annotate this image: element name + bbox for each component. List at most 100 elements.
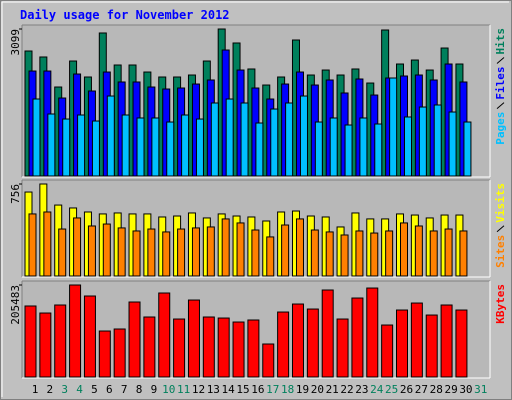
- bar: [389, 77, 398, 177]
- bar: [459, 230, 468, 277]
- bar: [121, 114, 130, 177]
- bar: [217, 317, 230, 378]
- bar: [128, 301, 141, 378]
- bar: [102, 223, 111, 277]
- bar: [47, 113, 56, 177]
- legend-separator: [496, 57, 505, 64]
- bar: [281, 224, 290, 277]
- bar: [329, 117, 338, 177]
- bar: [429, 230, 438, 277]
- x-tick-label: 16: [251, 383, 264, 396]
- bar: [98, 330, 111, 378]
- bar: [366, 287, 379, 378]
- bar: [158, 292, 171, 378]
- bar: [418, 106, 427, 177]
- bar: [425, 314, 438, 378]
- bar: [240, 102, 249, 177]
- bar: [251, 229, 260, 277]
- bar: [295, 218, 304, 277]
- x-tick-label: 10: [162, 383, 175, 396]
- bar: [385, 230, 394, 277]
- bar: [325, 231, 334, 277]
- legend-label: Files: [494, 67, 507, 100]
- bar: [113, 328, 126, 378]
- bar: [247, 319, 260, 378]
- bar: [351, 297, 364, 378]
- bar: [143, 316, 156, 378]
- bar: [433, 104, 442, 177]
- bar: [381, 324, 394, 378]
- x-tick-label: 7: [121, 383, 128, 396]
- x-tick-label: 24: [370, 383, 384, 396]
- bar: [91, 120, 100, 177]
- x-tick-label: 1: [32, 383, 39, 396]
- bar: [463, 121, 472, 177]
- bar: [306, 308, 319, 378]
- bar: [181, 114, 190, 177]
- legend-label: Visits: [494, 183, 507, 223]
- legend-label: KBytes: [494, 284, 507, 324]
- bar: [83, 295, 96, 378]
- bar: [73, 217, 82, 277]
- bar: [396, 309, 408, 378]
- x-tick-label: 18: [281, 383, 294, 396]
- bar: [291, 303, 304, 378]
- legend-separator: [496, 225, 505, 233]
- y-tick-label: 756: [9, 184, 22, 204]
- bar: [132, 230, 141, 277]
- bar: [270, 108, 279, 177]
- y-tick-label: 205483: [9, 285, 22, 325]
- bar: [285, 102, 294, 177]
- bar: [106, 95, 115, 177]
- bar: [166, 121, 175, 177]
- bar: [455, 309, 468, 378]
- x-tick-label: 26: [400, 383, 413, 396]
- bar: [410, 302, 423, 378]
- x-tick-label: 23: [355, 383, 368, 396]
- bar: [195, 118, 204, 177]
- bar: [24, 305, 37, 378]
- bar: [448, 111, 457, 177]
- bar: [374, 123, 383, 177]
- bar: [87, 225, 96, 277]
- bar: [340, 234, 349, 277]
- bar: [299, 95, 308, 177]
- x-tick-label: 21: [326, 383, 339, 396]
- x-tick-label: 17: [266, 383, 279, 396]
- x-tick-label: 11: [177, 383, 190, 396]
- bar: [359, 117, 368, 177]
- bar: [62, 118, 71, 177]
- bar: [202, 316, 215, 378]
- bar: [28, 213, 37, 277]
- bar: [314, 121, 323, 177]
- bar: [39, 312, 52, 378]
- bar: [221, 218, 230, 277]
- bar: [355, 230, 364, 277]
- x-tick-label: 15: [236, 383, 249, 396]
- bar: [77, 114, 86, 177]
- x-tick-label: 20: [311, 383, 324, 396]
- x-tick-label: 12: [192, 383, 205, 396]
- bar: [151, 117, 160, 177]
- x-tick-label: 5: [91, 383, 98, 396]
- bar: [69, 284, 82, 378]
- x-tick-label: 8: [136, 383, 143, 396]
- bar: [117, 227, 126, 277]
- bar: [43, 211, 52, 277]
- bar: [255, 122, 264, 177]
- bar: [32, 98, 41, 177]
- bar: [173, 318, 186, 378]
- x-tick-label: 9: [151, 383, 158, 396]
- bar: [232, 321, 245, 378]
- x-tick-label: 2: [47, 383, 54, 396]
- bar: [54, 304, 67, 378]
- x-tick-label: 25: [385, 383, 398, 396]
- x-tick-label: 30: [459, 383, 472, 396]
- legend-label: Sites: [494, 235, 507, 268]
- bar: [310, 229, 319, 277]
- bar: [277, 311, 290, 378]
- x-tick-label: 6: [106, 383, 113, 396]
- x-tick-label: 19: [296, 383, 309, 396]
- x-tick-label: 4: [76, 383, 83, 396]
